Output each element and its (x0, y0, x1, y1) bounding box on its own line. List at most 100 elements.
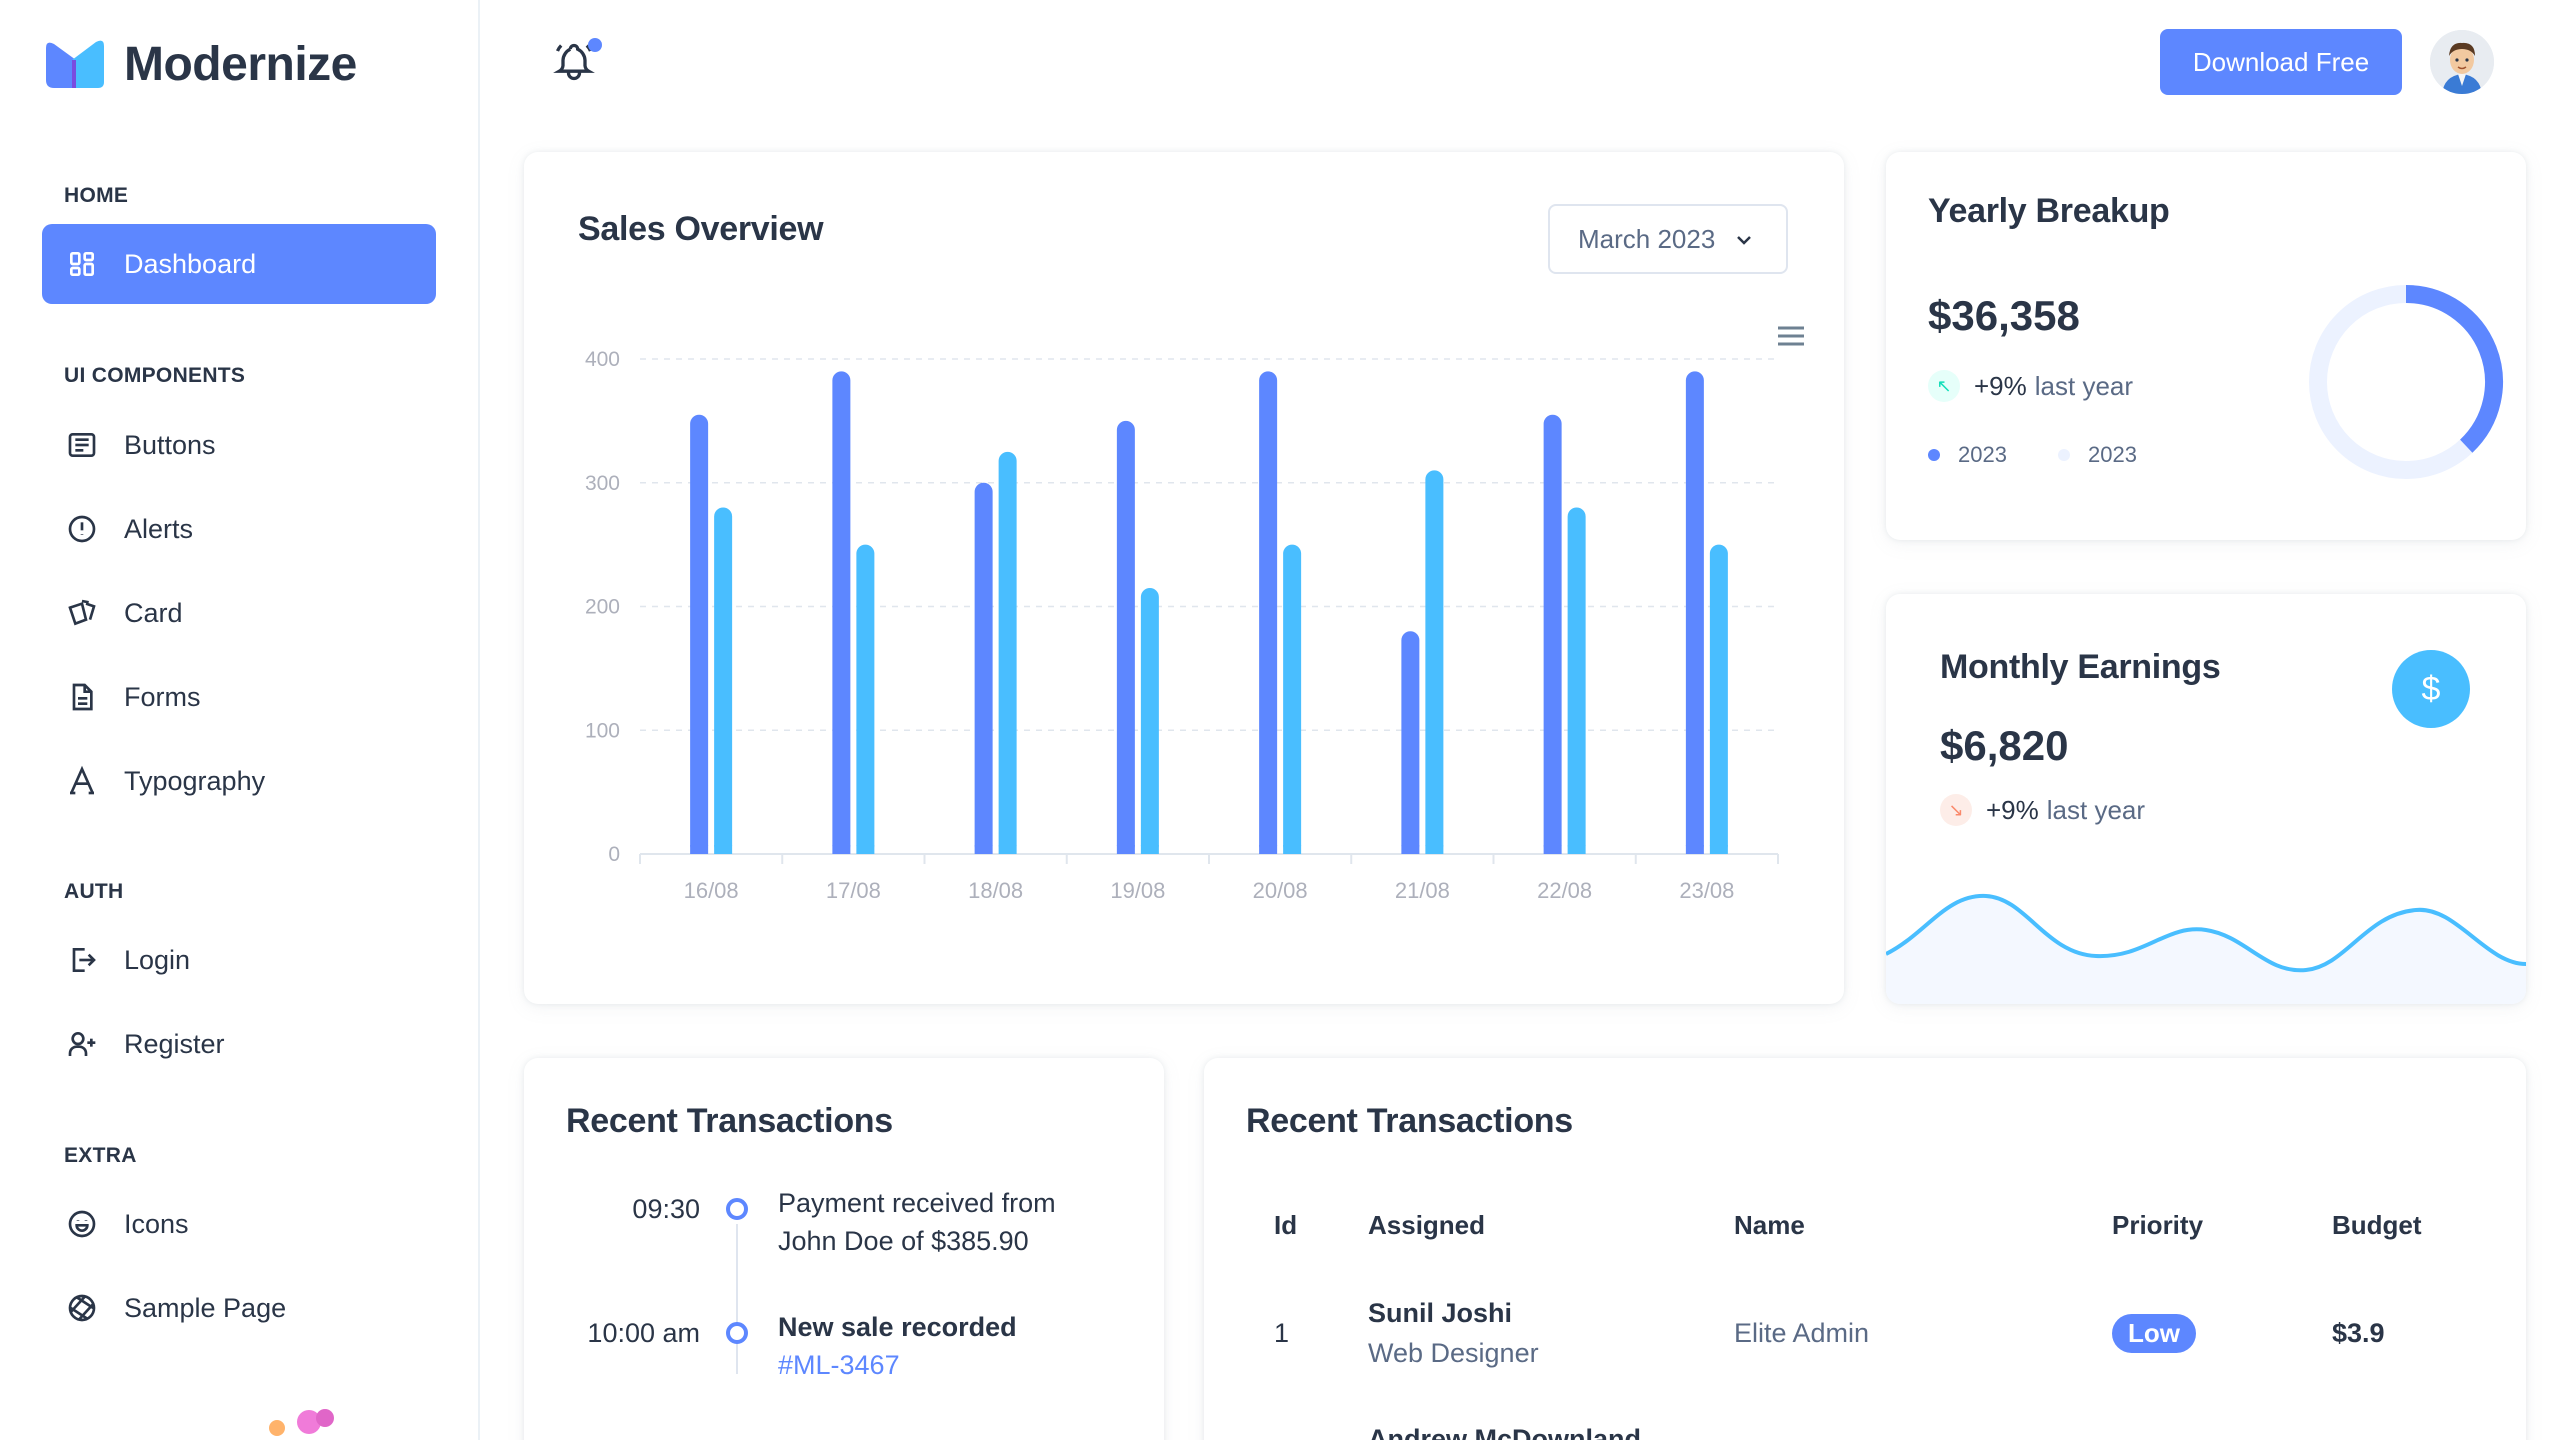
column-header-budget: Budget (2332, 1210, 2422, 1240)
y-tick-label: 300 (585, 472, 620, 495)
yearly-breakup-title: Yearly Breakup (1928, 192, 2170, 230)
notification-dot (588, 38, 602, 52)
nav-section-ui-components: UI COMPONENTS (64, 364, 246, 387)
bar (1140, 587, 1159, 854)
bar (1567, 507, 1586, 854)
sidebar-item-label: Buttons (124, 429, 216, 460)
bar-base (1401, 845, 1420, 854)
chevron-down-icon (1737, 236, 1751, 245)
sidebar-item-label: Forms (124, 681, 201, 712)
timeline-link[interactable]: #ML-3467 (778, 1350, 900, 1380)
bar (1709, 544, 1728, 854)
bar (714, 507, 733, 854)
bar (1116, 420, 1135, 854)
timeline-connector (736, 1224, 738, 1374)
bar (1259, 371, 1278, 854)
legend-dot (2058, 449, 2070, 461)
user-avatar[interactable] (2430, 30, 2494, 94)
bar-base (1709, 845, 1728, 854)
trend-percent: +9% (1986, 794, 2039, 825)
x-tick-label: 20/08 (1253, 878, 1308, 903)
currency-dollar-icon: $ (2392, 650, 2470, 728)
cell-assigned: Andrew McDownland (1368, 1424, 1642, 1440)
sidebar-item-label: Card (124, 597, 183, 628)
bar (1401, 631, 1420, 854)
cell-id: 1 (1274, 1318, 1290, 1348)
timeline-dot (726, 1322, 748, 1344)
yearly-breakup-donut (2309, 285, 2503, 479)
cards-icon (62, 593, 102, 633)
user-plus-icon (62, 1024, 102, 1064)
bar-base (1567, 845, 1586, 854)
sidebar-item-forms[interactable]: Forms (42, 657, 436, 737)
download-free-button[interactable]: Download Free (2160, 29, 2402, 95)
bar-base (856, 845, 875, 854)
bar (1283, 544, 1302, 854)
nav-section-home: HOME (64, 184, 129, 207)
legend-label: 2023 (1958, 442, 2007, 467)
legend-label: 2023 (2088, 442, 2137, 467)
arrow-up-left-icon: ↖ (1928, 370, 1960, 402)
dashboard-icon (62, 244, 102, 284)
sidebar-item-alerts[interactable]: Alerts (42, 489, 436, 569)
earnings-sparkline (1886, 893, 2526, 1004)
alert-circle-icon (62, 509, 102, 549)
recent-transactions-title: Recent Transactions (566, 1102, 893, 1140)
decorative-illustration (265, 1400, 345, 1440)
sidebar: Modernize HOME Dashboard UI COMPONENTS B… (0, 0, 480, 1440)
brand-name: Modernize (124, 37, 357, 91)
monthly-earnings-card: Monthly Earnings $ $6,820 ↘ +9% last yea… (1886, 594, 2526, 1004)
brand[interactable]: Modernize (42, 32, 357, 96)
bar-base (1116, 845, 1135, 854)
bar (832, 371, 851, 854)
bar-base (1685, 845, 1704, 854)
column-header-name: Name (1734, 1210, 1805, 1240)
sidebar-item-sample-page[interactable]: Sample Page (42, 1268, 436, 1348)
sidebar-item-icons[interactable]: Icons (42, 1184, 436, 1264)
mood-happy-icon (62, 1204, 102, 1244)
sidebar-item-label: Register (124, 1028, 225, 1059)
brand-logo-icon (42, 32, 106, 96)
priority-badge: Low (2112, 1314, 2196, 1353)
timeline-entry: New sale recorded #ML-3467 (778, 1308, 1108, 1384)
monthly-earnings-value: $6,820 (1940, 722, 2069, 769)
aperture-icon (62, 1288, 102, 1328)
recent-transactions-table-card: Recent Transactions Id Assigned Name Pri… (1204, 1058, 2526, 1440)
sidebar-item-label: Alerts (124, 513, 194, 544)
timeline-time: 09:30 (632, 1194, 700, 1224)
bar (856, 544, 875, 854)
chart-menu-icon[interactable] (1776, 324, 1806, 348)
nav-section-auth: AUTH (64, 880, 124, 903)
timeline-text: Payment received from John Doe of $385.9… (778, 1188, 1056, 1256)
bar-base (974, 845, 993, 854)
bar-base (1259, 845, 1278, 854)
month-select[interactable]: March 2023 (1548, 204, 1788, 274)
bar (690, 414, 709, 854)
bar (998, 451, 1017, 854)
trend-label: last year (2046, 794, 2146, 825)
sales-overview-card: Sales Overview March 2023 400 300 200 100 0 1… (524, 152, 1844, 1004)
sidebar-item-typography[interactable]: Typography (42, 741, 436, 821)
y-tick-label: 100 (585, 719, 620, 742)
sidebar-item-buttons[interactable]: Buttons (42, 405, 436, 485)
sidebar-item-login[interactable]: Login (42, 920, 436, 1000)
trend-label: last year (2034, 370, 2134, 401)
x-tick-label: 18/08 (968, 878, 1023, 903)
sidebar-item-card[interactable]: Card (42, 573, 436, 653)
sidebar-item-dashboard[interactable]: Dashboard (42, 224, 436, 304)
legend-item-1: 2023 (1928, 442, 2007, 468)
cell-assigned: Sunil Joshi (1368, 1298, 1513, 1328)
arrow-down-right-icon: ↘ (1940, 794, 1972, 826)
bar-base (714, 845, 733, 854)
bar (1425, 470, 1444, 854)
timeline-dot (726, 1198, 748, 1220)
sidebar-item-label: Login (124, 944, 191, 975)
yearly-breakup-card: Yearly Breakup $36,358 ↖ +9% last year 2… (1886, 152, 2526, 540)
x-tick-label: 22/08 (1537, 878, 1592, 903)
x-tick-label: 17/08 (826, 878, 881, 903)
sidebar-item-register[interactable]: Register (42, 1004, 436, 1084)
timeline-time: 10:00 am (587, 1318, 700, 1348)
legend-item-2: 2023 (2058, 442, 2137, 468)
column-header-priority: Priority (2112, 1210, 2204, 1240)
bar-base (1140, 845, 1159, 854)
